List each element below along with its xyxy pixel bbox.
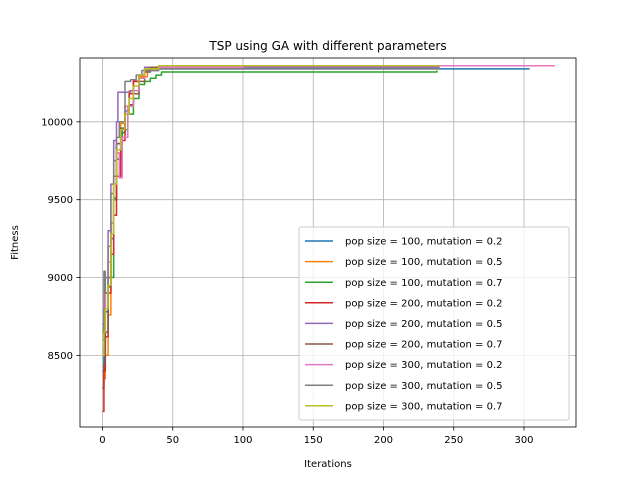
- legend-label: pop size = 300, mutation = 0.5: [345, 381, 503, 392]
- legend-label: pop size = 200, mutation = 0.7: [345, 340, 503, 351]
- x-tick-label: 250: [444, 435, 463, 446]
- legend-label: pop size = 100, mutation = 0.5: [345, 257, 503, 268]
- series-lines: [102, 65, 555, 413]
- x-tick-label: 200: [374, 435, 393, 446]
- y-tick-label: 8500: [48, 351, 73, 362]
- legend-label: pop size = 100, mutation = 0.2: [345, 237, 503, 248]
- x-axis-label: Iterations: [304, 459, 352, 470]
- y-tick-label: 9000: [48, 273, 73, 284]
- y-tick-label: 9500: [48, 195, 73, 206]
- y-axis-label: Fitness: [10, 225, 21, 260]
- x-tick-label: 0: [99, 435, 105, 446]
- legend-label: pop size = 300, mutation = 0.7: [345, 401, 503, 412]
- legend-label: pop size = 300, mutation = 0.2: [345, 360, 503, 371]
- grid: [80, 58, 576, 427]
- x-tick-label: 300: [514, 435, 533, 446]
- x-tick-label: 150: [304, 435, 323, 446]
- legend-label: pop size = 200, mutation = 0.2: [345, 298, 503, 309]
- y-axis-ticks: 8500 9000 9500 10000: [41, 117, 80, 362]
- y-tick-label: 10000: [41, 117, 73, 128]
- chart-title: TSP using GA with different parameters: [208, 39, 446, 53]
- legend-label: pop size = 200, mutation = 0.5: [345, 319, 503, 330]
- legend-label: pop size = 100, mutation = 0.7: [345, 278, 503, 289]
- legend: pop size = 100, mutation = 0.2 pop size =…: [298, 226, 570, 421]
- x-tick-label: 50: [166, 435, 179, 446]
- x-tick-label: 100: [233, 435, 252, 446]
- axes-frame: [79, 57, 577, 428]
- series-line-8: [102, 68, 440, 341]
- x-axis-ticks: 0 50 100 150 200 250 300: [99, 427, 534, 446]
- series-line-9: [102, 65, 440, 357]
- legend-box: [298, 226, 570, 421]
